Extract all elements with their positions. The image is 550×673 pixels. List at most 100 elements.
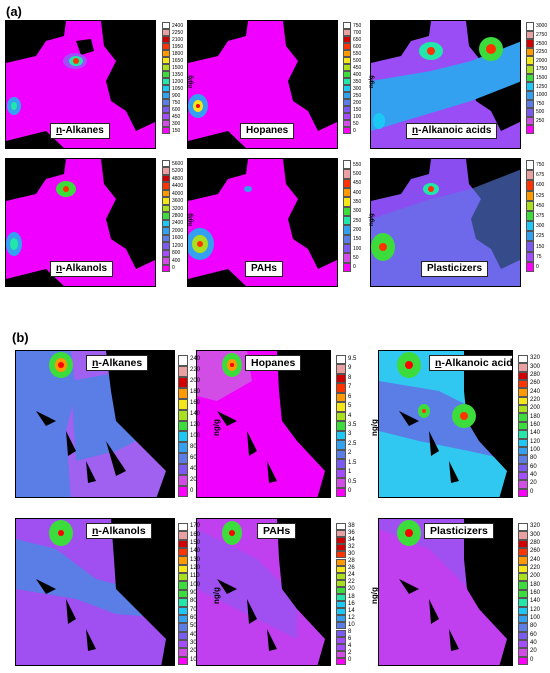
colorbar-tick-label: 1350: [172, 71, 184, 78]
colorbar-swatch: [343, 216, 351, 226]
colorbar-tick-label: 60: [530, 463, 537, 470]
colorbar-tick-label: 300: [536, 223, 545, 230]
colorbar-tick-label: 240: [530, 556, 541, 563]
panel-label: Hopanes: [240, 123, 295, 139]
colorbar-swatch: [178, 631, 188, 640]
colorbar-tick-label: 1800: [172, 50, 184, 57]
panel-label: n-Alkanes: [50, 123, 110, 139]
colorbar-tick-label: 140: [530, 598, 541, 605]
colorbar-swatch: [343, 99, 351, 106]
colorbar-tick-label: 1750: [536, 66, 548, 73]
colorbar-tick-label: 250: [353, 92, 362, 99]
colorbar-tick-label: 10: [348, 621, 355, 628]
colorbar-tick-label: 400: [353, 71, 362, 78]
map-panel-b4: n-Alkanols: [15, 518, 175, 666]
colorbar-tick-label: 2000: [536, 57, 548, 64]
colorbar-b2: 9.5 9 8 7 6 5 4 3.5 3 2.5 2 1.5 1 0.5 0 ng/g: [336, 355, 379, 497]
colorbar-tick-label: 700: [353, 29, 362, 36]
colorbar-tick-label: 750: [536, 162, 545, 169]
colorbar-swatch: [518, 380, 528, 389]
colorbar-swatch: [178, 556, 188, 565]
colorbar-swatch: [336, 643, 346, 651]
colorbar-swatch: [526, 82, 534, 91]
colorbar-tick-label: 4800: [172, 175, 184, 182]
colorbar-swatch: [178, 464, 188, 476]
colorbar-swatch: [343, 120, 351, 127]
colorbar-swatch: [336, 615, 346, 623]
colorbar-a1: 2400 2250 2100 1950 1800 1650 1500 1350 1200 1050…: [162, 22, 194, 134]
colorbar-swatch: [178, 453, 188, 465]
colorbar-tick-label: 350: [353, 78, 362, 85]
colorbar-tick-label: 2250: [536, 49, 548, 56]
colorbar-swatch: [343, 197, 351, 207]
colorbar-swatch: [336, 421, 346, 431]
colorbar-swatch: [178, 581, 188, 590]
colorbar-tick-label: 2250: [172, 29, 184, 36]
colorbar-swatch: [518, 480, 528, 489]
colorbar-tick-label: 2800: [172, 213, 184, 219]
panel-label: Plasticizers: [424, 523, 494, 540]
colorbar-tick-label: 2.5: [348, 440, 357, 447]
colorbar-swatch: [178, 409, 188, 421]
colorbar-swatch: [162, 174, 170, 183]
colorbar-tick-label: 750: [536, 100, 545, 107]
colorbar-tick-label: 12: [348, 614, 355, 621]
colorbar-tick-label: 200: [530, 405, 541, 412]
colorbar-swatch: [162, 160, 170, 168]
colorbar-swatch: [178, 564, 188, 574]
colorbar-swatch: [526, 241, 534, 252]
colorbar-swatch: [336, 544, 346, 552]
colorbar-swatch: [162, 120, 170, 127]
colorbar-tick-label: 5600: [172, 160, 184, 167]
colorbar-swatch: [526, 22, 534, 31]
colorbar-swatch: [178, 486, 188, 497]
colorbar-tick-label: 10: [190, 656, 197, 663]
colorbar-tick-label: 30: [348, 550, 355, 557]
map-panel-a6: Plasticizers: [370, 158, 521, 287]
colorbar-tick-label: 8: [348, 374, 352, 381]
panel-label: PAHs: [245, 261, 283, 277]
colorbar-swatch: [178, 431, 188, 443]
colorbar-tick-label: 40: [530, 472, 537, 479]
colorbar-swatch: [518, 573, 528, 582]
colorbar-tick-label: 150: [190, 539, 201, 546]
colorbar-swatch: [162, 249, 170, 258]
colorbar-tick-label: 0: [353, 127, 356, 134]
map-panel-a1: n-Alkanes: [5, 20, 156, 149]
colorbar-b5: 38 36 34 32 30 28 26 24 22 20 18 16 14 12 10 8 6 4 2 0 ng/g: [336, 523, 379, 665]
colorbar-tick-label: 1250: [536, 83, 548, 90]
colorbar-tick-label: 300: [530, 531, 541, 538]
colorbar-swatch: [336, 478, 346, 488]
colorbar-tick-label: 2400: [172, 22, 184, 29]
colorbar-swatch: [178, 475, 188, 487]
colorbar-tick-label: 500: [353, 57, 362, 64]
colorbar-swatch: [526, 47, 534, 57]
colorbar-tick-label: 2500: [536, 40, 548, 47]
colorbar-swatch: [336, 402, 346, 412]
colorbar-tick-label: 32: [348, 543, 355, 550]
colorbar-tick-label: 8: [348, 629, 352, 636]
colorbar-swatch: [336, 449, 346, 460]
colorbar-tick-label: 140: [190, 548, 201, 555]
colorbar-tick-label: 300: [353, 208, 362, 215]
colorbar-b1: 240 220 200 180 160 140 120 100 80 60 40 20 0 ng/g: [178, 355, 221, 497]
colorbar-swatch: [518, 371, 528, 381]
colorbar-swatch: [178, 548, 188, 557]
colorbar-tick-label: 240: [190, 356, 201, 363]
colorbar-tick-label: 3.5: [348, 422, 357, 428]
colorbar-swatch: [526, 90, 534, 100]
colorbar-tick-label: 120: [190, 422, 201, 428]
colorbar-tick-label: 70: [190, 606, 197, 613]
colorbar-swatch: [343, 234, 351, 244]
colorbar-tick-label: 5200: [172, 168, 184, 175]
colorbar-swatch: [343, 225, 351, 235]
colorbar-tick-label: 24: [348, 572, 355, 579]
colorbar-swatch: [518, 488, 528, 497]
map-panel-b1: n-Alkanes: [15, 350, 175, 498]
colorbar-swatch: [343, 127, 351, 134]
colorbar-swatch: [343, 244, 351, 254]
colorbar-swatch: [162, 36, 170, 43]
colorbar-tick-label: 200: [530, 573, 541, 580]
colorbar-tick-label: 80: [530, 623, 537, 630]
colorbar-tick-label: 4: [348, 412, 352, 419]
